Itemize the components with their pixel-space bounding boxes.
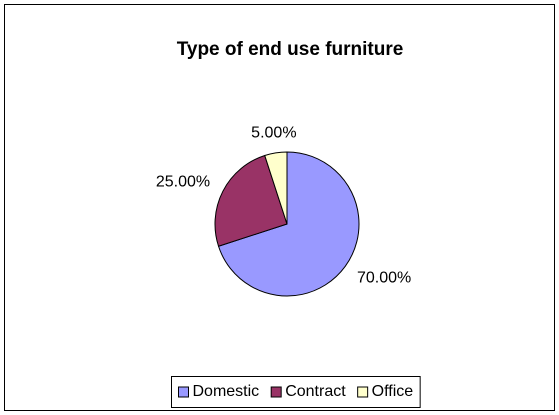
legend: Domestic Contract Office [171,376,421,408]
legend-label: Office [372,383,414,400]
legend-swatch [357,386,369,398]
pie-slice [264,151,288,225]
pie-slice [217,151,360,297]
pie-slice [214,154,288,247]
legend-box [171,376,421,408]
legend-swatch [270,386,282,398]
legend-label: Domestic [193,383,260,400]
legend-swatch [178,386,189,398]
data-label: 70.00% [357,269,411,286]
chart-title: Type of end use furniture [177,39,404,60]
data-label: 25.00% [156,173,210,190]
data-label: 5.00% [251,124,296,141]
legend-label: Contract [285,383,346,400]
